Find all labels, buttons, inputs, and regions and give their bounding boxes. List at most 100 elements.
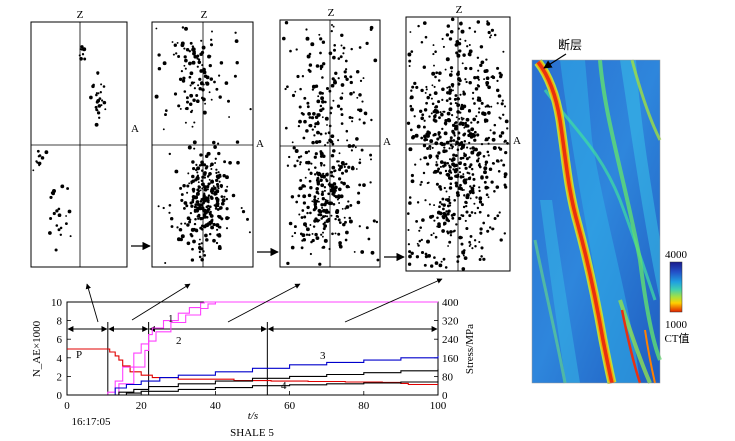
- ae-event-dot: [335, 214, 339, 218]
- ae-event-dot: [438, 71, 442, 75]
- ae-event-dot: [344, 59, 348, 63]
- ae-event-dot: [461, 156, 465, 160]
- ae-event-dot: [484, 163, 487, 166]
- ae-event-dot: [321, 197, 325, 201]
- ae-event-dot: [322, 172, 325, 176]
- x-tick-label: 0: [64, 400, 70, 412]
- ae-event-dot: [428, 115, 431, 118]
- ae-event-dot: [437, 151, 441, 155]
- ae-event-dot: [298, 213, 301, 216]
- ae-event-dot: [344, 238, 348, 242]
- ae-event-dot: [200, 160, 204, 165]
- ae-event-dot: [457, 173, 460, 176]
- ae-event-dot: [406, 121, 411, 125]
- ae-event-dot: [477, 111, 481, 114]
- y-left-tick-label: 8: [57, 316, 63, 328]
- ae-event-dot: [446, 212, 450, 216]
- ae-event-dot: [313, 125, 317, 128]
- ae-event-dot: [207, 204, 210, 208]
- ae-event-dot: [180, 234, 185, 239]
- ae-event-dot: [218, 173, 222, 177]
- ae-event-dot: [284, 21, 289, 25]
- ae-event-dot: [450, 83, 455, 87]
- ae-event-dot: [67, 209, 72, 214]
- ae-event-dot: [52, 211, 56, 216]
- ae-event-dot: [61, 184, 64, 187]
- ae-event-dot: [186, 223, 190, 227]
- ae-event-dot: [334, 71, 338, 75]
- ae-event-dot: [327, 183, 331, 186]
- ae-event-dot: [209, 190, 213, 193]
- series-line-lower: [67, 381, 439, 396]
- ae-event-dot: [447, 209, 451, 213]
- ae-event-dot: [342, 222, 346, 227]
- ae-event-dot: [370, 250, 375, 255]
- ae-event-dot: [309, 186, 313, 190]
- ae-event-dot: [308, 52, 312, 56]
- ae-event-dot: [191, 174, 195, 179]
- ae-event-dot: [190, 234, 194, 238]
- ae-event-dot: [469, 197, 472, 200]
- ae-event-dot: [478, 210, 482, 214]
- ae-event-dot: [459, 93, 462, 96]
- ae-event-dot: [57, 213, 62, 218]
- ae-event-dot: [445, 57, 450, 62]
- ae-event-dot: [186, 241, 191, 246]
- ae-event-dot: [444, 198, 448, 201]
- ae-event-dot: [468, 176, 472, 179]
- ae-event-dot: [362, 121, 366, 125]
- ae-event-dot: [293, 164, 297, 168]
- ae-event-dot: [434, 75, 437, 79]
- ae-event-dot: [420, 238, 423, 242]
- ae-event-dot: [453, 169, 457, 173]
- ae-event-dot: [443, 146, 446, 149]
- ae-event-dot: [320, 164, 323, 167]
- ae-event-dot: [290, 195, 295, 199]
- ae-event-dot: [458, 117, 461, 120]
- ae-event-dot: [456, 255, 459, 259]
- ae-event-dot: [217, 151, 221, 156]
- ae-event-dot: [469, 163, 473, 167]
- ae-event-dot: [456, 110, 460, 114]
- ae-event-dot: [480, 203, 484, 207]
- ae-event-dot: [474, 211, 477, 215]
- ae-event-dot: [476, 121, 479, 124]
- ae-event-dot: [339, 194, 344, 199]
- ae-event-dot: [309, 171, 313, 175]
- ae-event-dot: [304, 150, 309, 155]
- ae-event-dot: [439, 111, 442, 114]
- ae-event-dot: [334, 185, 338, 190]
- ae-event-dot: [311, 140, 315, 145]
- ae-event-dot: [434, 261, 439, 265]
- ae-event-dot: [429, 147, 432, 151]
- ae-event-dot: [329, 201, 334, 205]
- ae-event-dot: [461, 250, 466, 255]
- ae-event-dot: [370, 118, 373, 122]
- ae-event-dot: [305, 28, 308, 31]
- ae-event-dot: [217, 244, 222, 249]
- ae-event-dot: [432, 232, 435, 235]
- ae-event-dot: [420, 250, 425, 255]
- ae-event-dot: [433, 85, 436, 88]
- start-time-label: 16:17:05: [71, 416, 111, 428]
- ae-event-dot: [360, 250, 365, 254]
- ae-event-dot: [234, 31, 237, 34]
- ae-event-dot: [421, 218, 425, 222]
- ae-event-dot: [318, 33, 321, 36]
- ae-event-dot: [223, 160, 227, 164]
- ae-event-dot: [418, 239, 422, 243]
- ae-event-dot: [331, 142, 335, 146]
- ae-event-dot: [424, 199, 427, 202]
- ae-event-dot: [447, 91, 452, 95]
- ae-event-dot: [459, 186, 463, 191]
- ae-event-dot: [453, 199, 457, 202]
- ae-event-dot: [313, 198, 316, 201]
- ae-event-dot: [441, 229, 445, 233]
- ae-event-dot: [457, 27, 460, 30]
- ae-event-dot: [319, 174, 324, 179]
- ae-event-dot: [434, 235, 438, 239]
- ae-event-dot: [408, 147, 413, 152]
- ae-event-dot: [457, 41, 462, 46]
- ae-event-dot: [201, 175, 205, 179]
- ae-event-dot: [299, 161, 302, 164]
